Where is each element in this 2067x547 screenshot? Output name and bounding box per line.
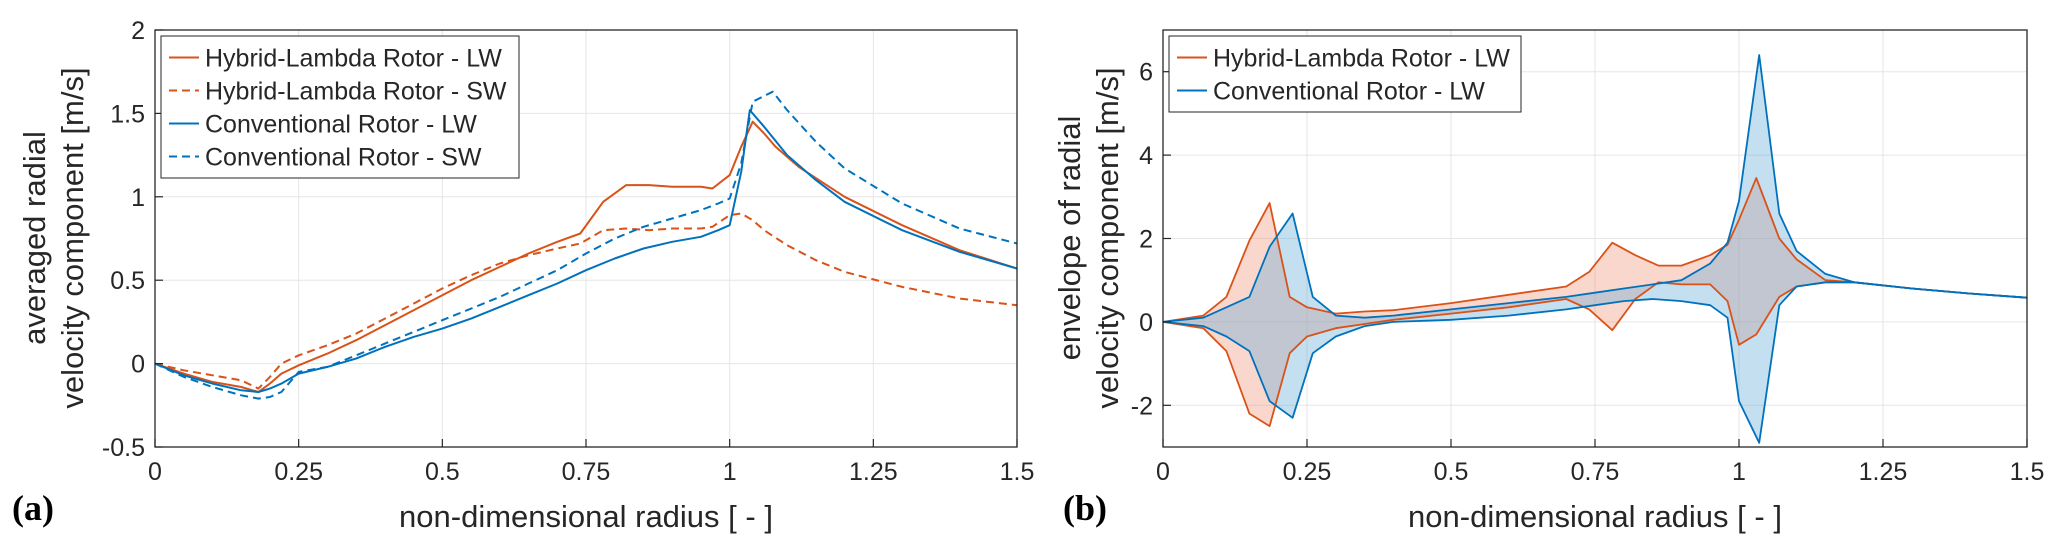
- chart-b-series: [1162, 54, 2028, 444]
- chart-a-x-tick-label: 0.75: [562, 458, 611, 486]
- chart-b-x-label: non-dimensional radius [ - ]: [1408, 499, 1782, 534]
- chart-a-series-line-1: [154, 212, 1018, 390]
- chart-a-x-tick-label: 0.25: [274, 458, 323, 486]
- chart-a-legend-label-0: Hybrid-Lambda Rotor - LW: [205, 45, 502, 73]
- chart-a-x-tick-label: 1.25: [849, 458, 898, 486]
- chart-b-x-ticks: 0 0.25 0.5 0.75 1 1.25 1.5: [1156, 439, 2044, 486]
- chart-b-envelope-upper-0: [1162, 177, 2028, 323]
- chart-a-y-label-line2: velocity component [m/s]: [55, 67, 90, 408]
- chart-b-y-label-line2: velocity component [m/s]: [1090, 67, 1125, 408]
- chart-b-legend-label-1: Conventional Rotor - LW: [1213, 78, 1485, 106]
- chart-b-legend: Hybrid-Lambda Rotor - LW Conventional Rot…: [1168, 35, 1522, 113]
- chart-b-x-tick-label: 1: [1732, 458, 1746, 486]
- chart-b-legend-box: [1168, 35, 1522, 113]
- chart-a-y-tick-label: 2: [131, 17, 145, 45]
- chart-b-x-tick-label: 0.5: [1434, 458, 1469, 486]
- chart-b-envelope-lower-1: [1162, 281, 2028, 444]
- chart-a-legend-label-2: Conventional Rotor - LW: [205, 111, 477, 139]
- chart-b-y-label-line1: envelope of radial: [1052, 116, 1087, 361]
- chart-a-x-tick-label: 0.5: [425, 458, 460, 486]
- chart-b-y-tick-label: 0: [1139, 309, 1153, 337]
- chart-a-legend-box: [160, 35, 520, 179]
- chart-a-x-label: non-dimensional radius [ - ]: [399, 499, 773, 534]
- chart-a-legend-label-1: Hybrid-Lambda Rotor - SW: [205, 78, 507, 106]
- chart-a-y-ticks: -0.5 0 0.5 1 1.5 2: [102, 17, 163, 462]
- chart-a-legend-label-3: Conventional Rotor - SW: [205, 144, 482, 172]
- chart-a: 0 0.25 0.5 0.75 1 1.25 1.5 -0.500.511.52 non-d…: [12, 17, 1034, 534]
- chart-a-series-line-2: [154, 109, 1018, 393]
- chart-b-y-ticks: -2 0 2 4 6: [1131, 59, 1171, 420]
- panel-label-a: (a): [12, 488, 54, 528]
- chart-a-y-tick-label: 1.5: [110, 100, 145, 128]
- chart-a-y-tick-label: 0.5: [110, 267, 145, 295]
- chart-b-x-tick-label: 1.5: [2010, 458, 2045, 486]
- chart-a-legend: Hybrid-Lambda Rotor - LW Hybrid-Lambda Ro…: [160, 35, 520, 179]
- chart-a-y-label-line1: averaged radial: [17, 131, 52, 345]
- chart-b-y-tick-label: -2: [1131, 392, 1153, 420]
- chart-b-y-tick-label: 2: [1139, 226, 1153, 254]
- chart-b-envelope-upper-1: [1162, 54, 2028, 323]
- chart-a-y-tick-label: 1: [131, 184, 145, 212]
- chart-a-series: [154, 90, 1018, 400]
- chart-a-series-line-0: [154, 120, 1018, 393]
- chart-b-x-tick-label: 0.75: [1571, 458, 1620, 486]
- chart-b-y-tick-label: 4: [1139, 142, 1153, 170]
- chart-b: 0 0.25 0.5 0.75 1 1.25 1.5 -2 0 2 4 6 non-dimensio…: [1052, 29, 2044, 534]
- chart-a-y-tick-label: 0: [131, 351, 145, 379]
- chart-b-y-tick-label: 6: [1139, 59, 1153, 87]
- chart-a-x-tick-label: 0: [148, 458, 162, 486]
- chart-b-legend-label-0: Hybrid-Lambda Rotor - LW: [1213, 45, 1510, 73]
- chart-a-x-tick-label: 1: [723, 458, 737, 486]
- chart-b-x-tick-label: 0: [1156, 458, 1170, 486]
- chart-b-x-tick-label: 0.25: [1283, 458, 1332, 486]
- chart-a-y-tick-label: -0.5: [102, 434, 145, 462]
- panel-label-b: (b): [1063, 488, 1107, 528]
- chart-b-x-tick-label: 1.25: [1859, 458, 1908, 486]
- chart-b-envelope-fill-0: [1163, 178, 2027, 427]
- chart-a-x-tick-label: 1.5: [1000, 458, 1035, 486]
- chart-a-x-ticks: 0 0.25 0.5 0.75 1 1.25 1.5: [148, 439, 1034, 486]
